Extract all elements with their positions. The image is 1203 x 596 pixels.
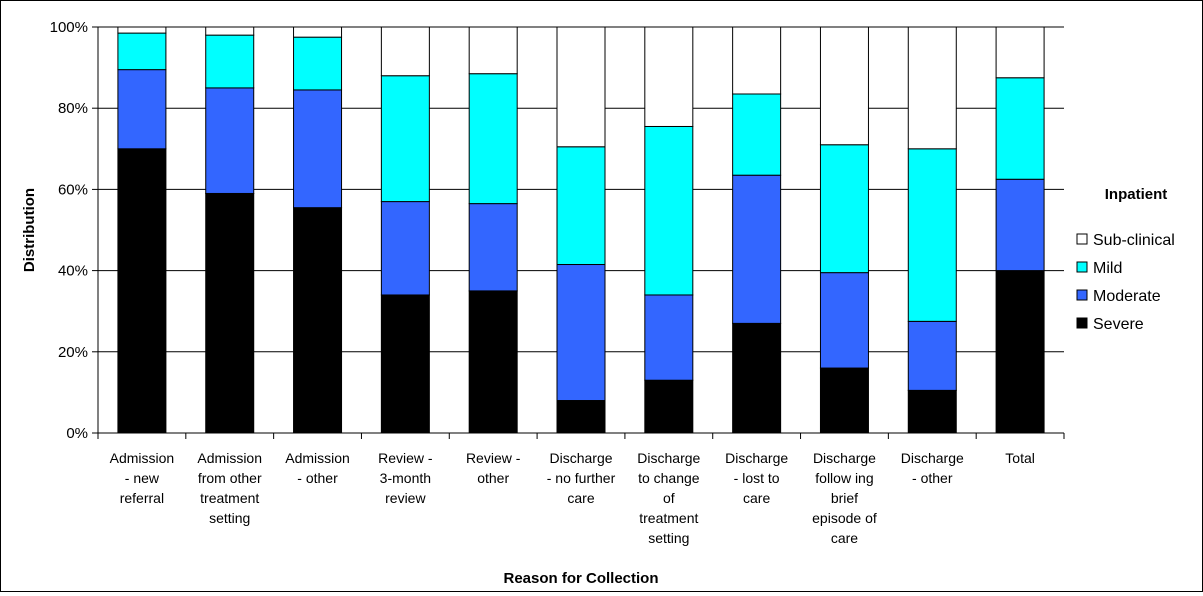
bar-segment-mild — [380, 75, 430, 203]
x-category-label: Discharge - other — [901, 450, 964, 486]
bar-segment-severe — [907, 389, 957, 434]
bar-segment-mild — [556, 146, 606, 266]
x-axis-title: Reason for Collection — [503, 570, 658, 587]
legend-label: Mild — [1093, 260, 1122, 277]
bar-segment-moderate — [117, 69, 167, 150]
y-tick-label: 20% — [58, 344, 88, 361]
x-category-label: Admission - other — [285, 450, 350, 486]
bar-segment-moderate — [907, 320, 957, 391]
bar-segment-severe — [819, 367, 869, 434]
bar-segment-sub-clinical — [117, 26, 167, 34]
bar-segment-severe — [556, 400, 606, 434]
bar-segment-mild — [732, 93, 782, 176]
bar-segment-moderate — [644, 294, 694, 381]
bar-segment-severe — [468, 290, 518, 434]
bar-segment-moderate — [556, 264, 606, 402]
bar-segment-moderate — [819, 272, 869, 369]
y-tick-label: 40% — [58, 263, 88, 280]
bar-segment-mild — [995, 77, 1045, 180]
bar-segment-moderate — [468, 203, 518, 292]
legend-swatch — [1076, 289, 1088, 301]
bar-segment-mild — [468, 73, 518, 205]
bar-segment-moderate — [205, 87, 255, 194]
x-category-label: Discharge - no further care — [547, 450, 616, 506]
y-axis-title: Distribution — [21, 188, 38, 272]
bar-segment-moderate — [995, 178, 1045, 272]
bar-segment-sub-clinical — [205, 26, 255, 36]
x-category-label: Discharge follow ing brief episode of care — [812, 450, 877, 546]
bar-segment-mild — [205, 34, 255, 89]
x-category-label: Discharge to change of treatment setting — [637, 450, 700, 546]
bar-segment-sub-clinical — [995, 26, 1045, 79]
x-category-label: Admission from other treatment setting — [197, 450, 262, 526]
bar-segment-sub-clinical — [293, 26, 343, 38]
bar-segment-severe — [205, 192, 255, 434]
y-tick-label: 0% — [66, 425, 88, 442]
bar-segment-severe — [995, 270, 1045, 434]
bar-segment-mild — [644, 125, 694, 296]
bar-segment-severe — [732, 322, 782, 434]
bar-segment-sub-clinical — [732, 26, 782, 95]
bar-segment-mild — [117, 32, 167, 71]
y-tick-label: 60% — [58, 181, 88, 198]
bar-stacks — [117, 26, 1045, 434]
x-category-label: Admission - new referral — [110, 450, 175, 506]
legend-swatch — [1076, 261, 1088, 273]
bar-segment-severe — [117, 148, 167, 434]
bar-segment-sub-clinical — [819, 26, 869, 146]
x-category-label: Review -other — [466, 450, 521, 486]
bar-segment-sub-clinical — [468, 26, 518, 75]
bar-segment-sub-clinical — [380, 26, 430, 77]
bar-segment-severe — [644, 379, 694, 434]
bar-segment-severe — [380, 294, 430, 434]
legend-label: Moderate — [1093, 288, 1161, 305]
axes — [92, 26, 1065, 439]
legend-swatch — [1076, 233, 1088, 245]
bar-segment-mild — [293, 36, 343, 91]
legend: Sub-clinical Mild Moderate Severe — [1076, 232, 1175, 333]
bar-segment-sub-clinical — [907, 26, 957, 150]
bar-segment-sub-clinical — [556, 26, 606, 148]
x-category-labels: Admission - new referral Admission from othe… — [110, 450, 1035, 546]
x-category-label: Review -3-month review — [378, 450, 433, 506]
bar-segment-moderate — [380, 201, 430, 296]
legend-title: Inpatient — [1105, 186, 1168, 203]
bar-segment-moderate — [732, 174, 782, 324]
y-tick-label: 80% — [58, 100, 88, 117]
legend-label: Severe — [1093, 316, 1144, 333]
x-category-label: Discharge - lost to care — [725, 450, 788, 506]
y-tick-label: 100% — [50, 19, 88, 36]
legend-swatch — [1076, 317, 1088, 329]
bar-segment-mild — [907, 148, 957, 322]
x-category-label: Total — [1005, 450, 1035, 466]
y-tick-labels: 0% 20% 40% 60% 80% 100% — [50, 19, 88, 442]
legend-label: Sub-clinical — [1093, 232, 1175, 249]
bar-segment-moderate — [293, 89, 343, 209]
bar-segment-severe — [293, 207, 343, 434]
bar-segment-mild — [819, 144, 869, 274]
bar-segment-sub-clinical — [644, 26, 694, 127]
